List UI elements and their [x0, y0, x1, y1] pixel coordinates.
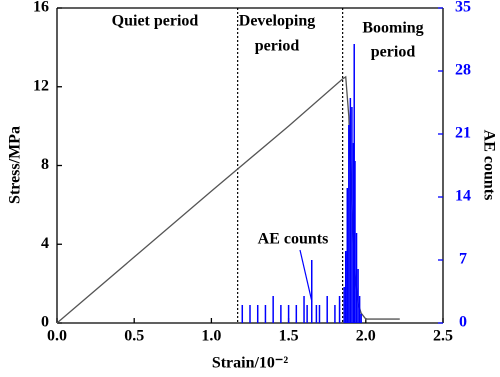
- y2-tick-label: 21: [455, 125, 471, 142]
- y2-tick-label: 0: [459, 314, 467, 331]
- x-tick-label: 0.5: [124, 328, 144, 345]
- annotation: AE counts: [258, 231, 329, 248]
- x-tick-label: 0.0: [47, 328, 67, 345]
- annotation: period: [255, 38, 300, 55]
- y2-tick-label: 28: [455, 62, 471, 79]
- annotation: Quiet period: [112, 13, 199, 30]
- y-axis-label: Stress/MPa: [7, 126, 24, 204]
- x-tick-label: 2.0: [356, 328, 376, 345]
- annotation: Booming: [362, 20, 423, 37]
- y-tick-label: 8: [41, 156, 49, 173]
- y-tick-label: 0: [41, 314, 49, 331]
- y2-tick-label: 14: [455, 188, 471, 205]
- annotation: Developing: [239, 13, 315, 30]
- y-tick-label: 12: [33, 77, 49, 94]
- y-tick-label: 16: [33, 0, 49, 16]
- y2-tick-label: 7: [459, 251, 467, 268]
- y2-axis-label: AE counts: [480, 130, 497, 201]
- annotation: period: [371, 44, 416, 61]
- stress-line: [56, 75, 400, 324]
- y2-tick-label: 35: [455, 0, 471, 16]
- x-tick-label: 1.0: [201, 328, 221, 345]
- y-tick-label: 4: [41, 235, 49, 252]
- annotation-pointer: [299, 249, 313, 303]
- x-tick-label: 2.5: [433, 328, 453, 345]
- x-axis-label: Strain/10⁻²: [212, 355, 289, 372]
- x-tick-label: 1.5: [279, 328, 299, 345]
